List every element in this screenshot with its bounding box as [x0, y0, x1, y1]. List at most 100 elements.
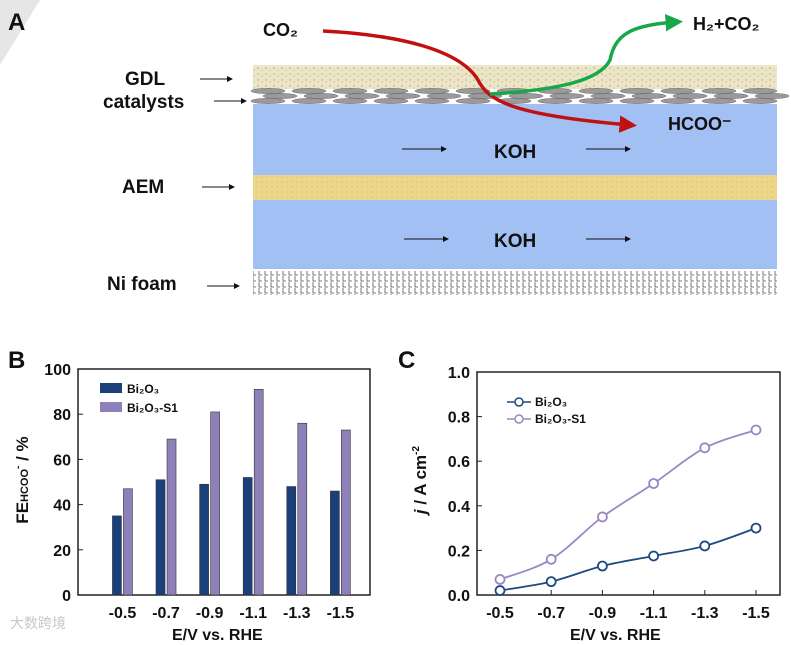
plot-frame: [77, 368, 371, 596]
series-line-bi2o3-s1: [499, 429, 757, 581]
watermark: 大数跨境: [10, 615, 66, 631]
data-point: [699, 540, 711, 552]
data-point: [597, 560, 608, 572]
catalyst-disc: [332, 98, 368, 104]
bar-bi2o3: [199, 483, 209, 596]
catalyst-disc: [701, 88, 737, 94]
y-tick-label: 1.0: [448, 365, 470, 382]
catalyst-disc: [332, 88, 368, 94]
label-gdl: GDL: [125, 69, 166, 90]
catalyst-disc: [455, 88, 491, 94]
gdl-layer: [253, 65, 777, 89]
panel-a-letter: A: [8, 9, 25, 36]
bar-bi2o3: [286, 486, 297, 596]
catalyst-disc: [250, 88, 286, 94]
hcoo-label: HCOO⁻: [668, 114, 732, 134]
catalyst-disc: [742, 88, 778, 94]
panel-a-diagram: A GDL catalysts AEM Ni foam KOH KOH CO₂ …: [0, 0, 790, 295]
legend-marker: [514, 414, 524, 424]
catalyst-disc: [619, 88, 655, 94]
catalyst-disc: [590, 93, 626, 99]
x-axis-label: E/V vs. RHE: [570, 627, 661, 644]
koh-label-top: KOH: [494, 142, 536, 163]
bar-bi2o3-s1: [341, 429, 351, 596]
x-tick-label: -1.3: [283, 605, 311, 622]
bar-bi2o3: [330, 490, 340, 596]
catalyst-disc: [672, 93, 708, 99]
legend-label: Bi₂O₃-S1: [535, 412, 586, 426]
catalyst-disc: [742, 98, 778, 104]
x-axis-label: E/V vs. RHE: [172, 627, 263, 644]
y-tick-label: 0.0: [448, 588, 470, 605]
koh-label-bottom: KOH: [494, 231, 536, 252]
x-tick-label: -0.9: [196, 605, 224, 622]
y-axis-label: FEHCOO- / %: [13, 436, 32, 523]
bar-bi2o3-s1: [123, 488, 133, 596]
catalyst-disc: [373, 88, 409, 94]
data-point: [699, 442, 711, 454]
panel-b-letter: B: [8, 347, 25, 374]
co2-label: CO₂: [263, 20, 298, 40]
data-point: [545, 576, 557, 588]
y-tick-label: 80: [53, 407, 71, 424]
catalyst-disc: [660, 88, 696, 94]
corner-decoration: [0, 0, 40, 65]
legend-label: Bi₂O₃: [535, 395, 567, 409]
catalyst-disc: [619, 98, 655, 104]
y-tick-label: 0.6: [448, 454, 470, 471]
data-point: [648, 550, 659, 562]
koh-layer-top: [253, 104, 777, 175]
y-tick-label: 0.8: [448, 410, 470, 427]
y-tick-label: 0.2: [448, 543, 470, 560]
legend-marker: [514, 397, 524, 407]
panel-c-letter: C: [398, 347, 415, 374]
bar-bi2o3: [242, 477, 253, 596]
x-tick-label: -0.9: [589, 605, 617, 622]
catalyst-disc: [414, 88, 450, 94]
catalyst-disc: [660, 98, 696, 104]
x-tick-label: -0.5: [109, 605, 137, 622]
catalyst-disc: [631, 93, 667, 99]
catalyst-disc: [713, 93, 749, 99]
bar-bi2o3-s1: [210, 411, 220, 596]
catalyst-disc: [291, 98, 327, 104]
series-line-bi2o3: [499, 527, 757, 592]
aem-layer: [253, 175, 777, 200]
y-tick-label: 40: [53, 498, 71, 515]
y-tick-label: 0.4: [448, 499, 470, 516]
catalyst-disc: [414, 98, 450, 104]
y-tick-label: 20: [53, 543, 71, 560]
legend-swatch: [100, 383, 122, 393]
x-tick-label: -1.5: [742, 605, 770, 622]
h2-evolution-arrow: [489, 13, 683, 96]
x-tick-label: -0.7: [152, 605, 180, 622]
legend-label: Bi₂O₃: [127, 382, 159, 396]
data-point: [597, 511, 608, 523]
catalyst-disc: [373, 98, 409, 104]
x-tick-label: -1.5: [327, 605, 355, 622]
catalyst-disc: [701, 98, 737, 104]
data-point: [648, 478, 659, 489]
h2-co2-label: H₂+CO₂: [693, 14, 760, 34]
data-point: [750, 522, 762, 534]
bar-bi2o3-s1: [297, 422, 308, 596]
y-tick-label: 100: [44, 362, 71, 379]
catalyst-disc: [303, 93, 339, 99]
panel-c-line-chart: C E/V vs. RHE j / A cm-2 0.0 0.2 0.4 0.6 0.8…: [398, 347, 781, 644]
koh-layer-bottom: [253, 200, 777, 269]
catalyst-disc: [578, 98, 614, 104]
x-tick-label: -0.5: [486, 605, 514, 622]
catalyst-disc: [549, 93, 585, 99]
label-aem: AEM: [122, 177, 164, 198]
x-tick-label: -1.3: [691, 605, 719, 622]
x-tick-label: -1.1: [239, 605, 267, 622]
catalyst-disc: [508, 93, 544, 99]
plot-frame: [476, 371, 781, 596]
catalyst-disc: [754, 93, 790, 99]
bar-bi2o3-s1: [166, 438, 177, 596]
catalyst-disc: [262, 93, 298, 99]
catalyst-disc: [291, 88, 327, 94]
catalyst-disc: [344, 93, 380, 99]
label-ni-foam: Ni foam: [107, 274, 177, 295]
